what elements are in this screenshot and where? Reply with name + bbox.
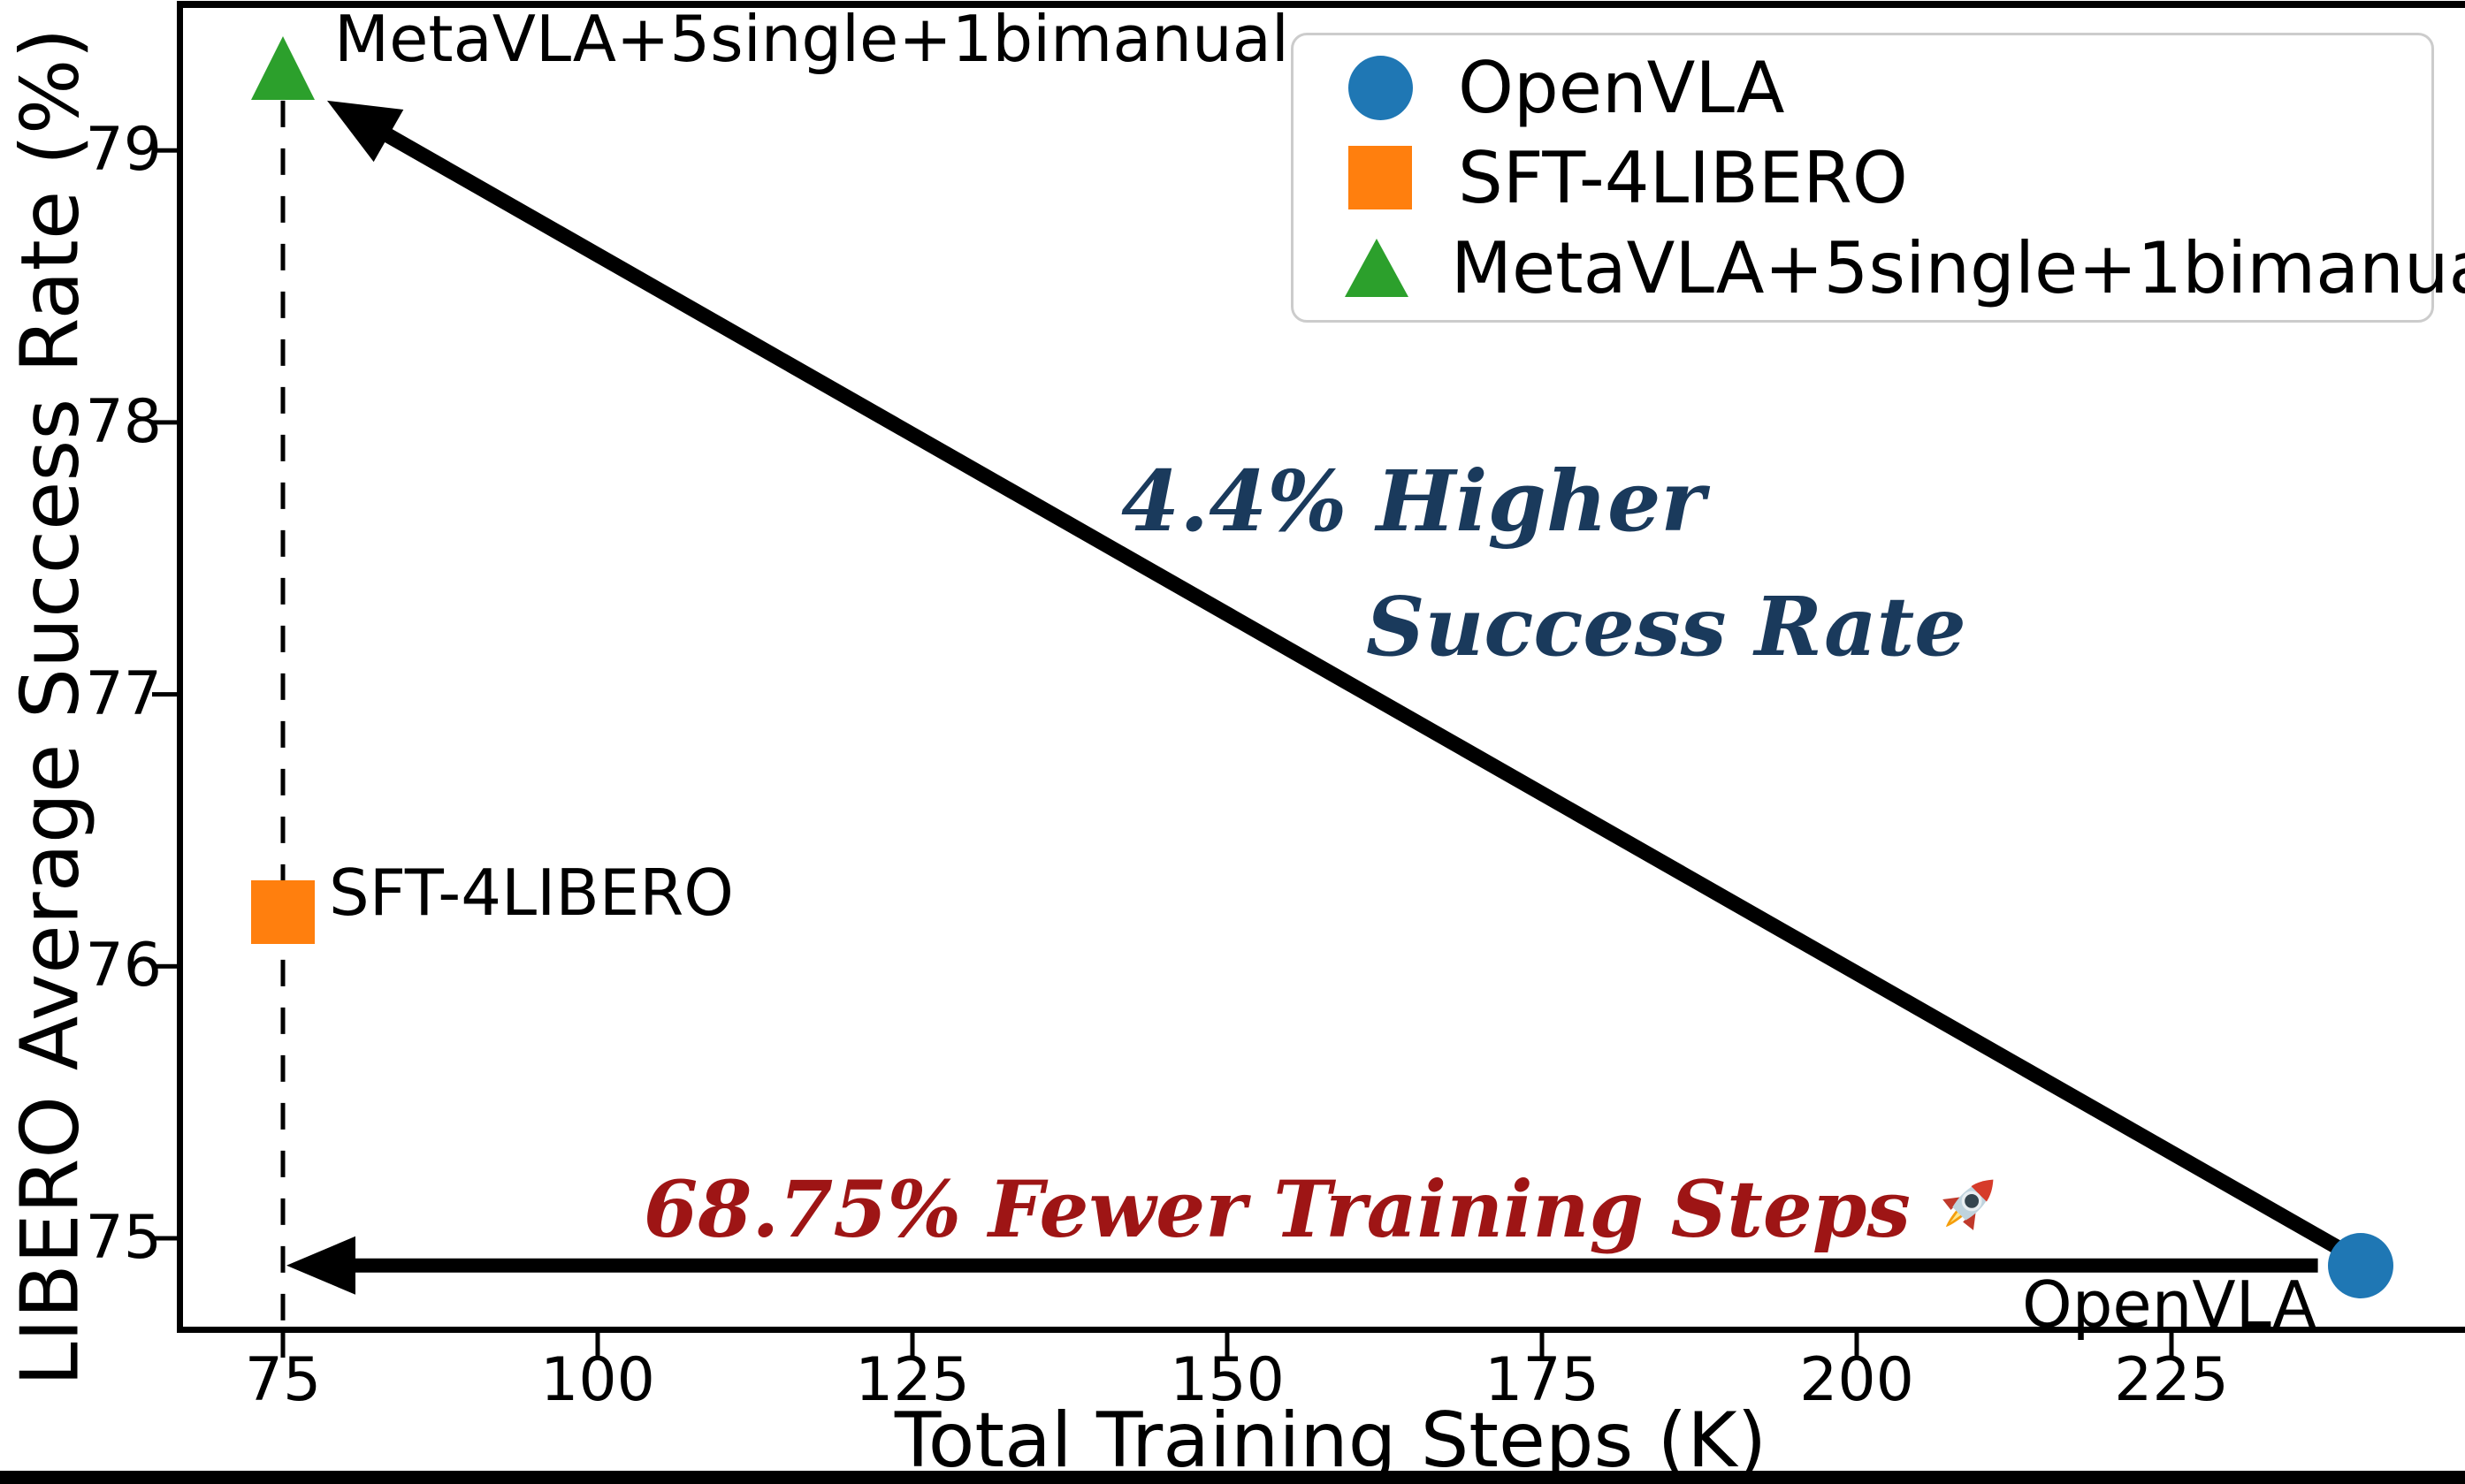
y-tick-label: 76 [85,931,162,1001]
sft-4libero-point-marker [251,879,315,944]
y-tick-label: 77 [85,658,162,729]
legend: OpenVLA SFT-4LIBERO MetaVLA+5single+1bim… [1291,33,2465,323]
plot-bottom-spine [177,1327,2465,1333]
higher-success-arrow-head [327,100,404,163]
x-tick-label: 175 [1484,1345,1599,1415]
plot-top-spine [177,1,2465,8]
y-tick-label: 79 [85,115,162,186]
x-tick-label: 75 [244,1345,322,1415]
metavla-point-marker [251,35,315,100]
higher-success-arrow-shaft [380,126,2342,1255]
annotation-fewer-steps-text: 68.75% Fewer Training Steps [644,1163,1911,1255]
fewer-steps-arrow-head [286,1236,355,1295]
x-tick-mark [595,1333,600,1358]
y-tick-mark [152,692,177,697]
openvla-point-marker [2327,1232,2393,1298]
y-tick-label: 75 [85,1203,162,1273]
plot-left-spine [177,1,183,1333]
x-tick-mark [2169,1333,2174,1358]
legend-label-sft-4libero: SFT-4LIBERO [1458,136,1908,219]
y-tick-mark [152,1236,177,1241]
annotation-higher-success-line2: Success Rate [1366,579,1966,674]
sft-4libero-legend-marker-icon [1345,146,1416,209]
y-tick-mark [152,148,177,153]
legend-row-openvla: OpenVLA [1345,42,2431,133]
sft-4libero-point-label: SFT-4LIBERO [329,855,734,930]
x-tick-mark [1225,1333,1230,1358]
x-tick-mark [280,1333,286,1358]
x-tick-label: 150 [1170,1345,1285,1415]
x-tick-mark [1854,1333,1859,1358]
metavla-point-label: MetaVLA+5single+1bimanual [334,2,1289,76]
figure-bottom-border [0,1471,2465,1484]
x-tick-label: 225 [2114,1345,2229,1415]
legend-row-sft-4libero: SFT-4LIBERO [1345,133,2431,223]
x-tick-mark [1539,1333,1545,1358]
x-tick-label: 200 [1799,1345,1914,1415]
x-tick-mark [910,1333,915,1358]
legend-row-metavla: MetaVLA+5single+1bimanual [1345,223,2465,313]
openvla-point-label: OpenVLA [2022,1267,2316,1342]
x-tick-label: 125 [855,1345,970,1415]
annotation-fewer-steps: 68.75% Fewer Training Steps [644,1163,2008,1255]
legend-label-openvla: OpenVLA [1458,46,1785,129]
rocket-icon [1942,1179,1994,1230]
annotation-higher-success-line1: 4.4% Higher [1121,453,1706,551]
x-tick-label: 100 [540,1345,655,1415]
legend-label-metavla: MetaVLA+5single+1bimanual [1451,226,2465,309]
y-tick-mark [152,963,177,969]
y-tick-label: 78 [85,386,162,457]
x-axis-label: Total Training Steps (K) [894,1396,1767,1484]
openvla-legend-marker-icon [1345,55,1416,120]
metavla-legend-marker-icon [1345,239,1408,297]
y-tick-mark [152,420,177,425]
